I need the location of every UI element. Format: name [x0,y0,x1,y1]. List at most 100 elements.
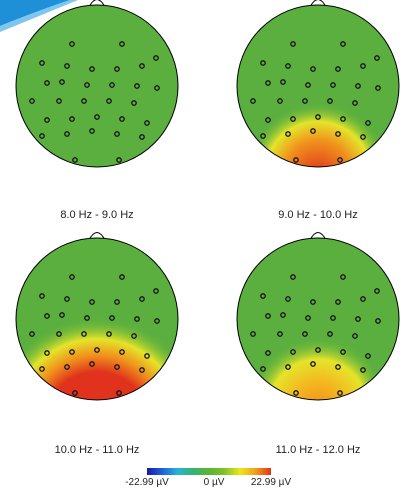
electrode-marker [44,350,50,356]
electrode-marker [153,55,159,61]
electrode-marker [330,315,336,321]
electrode-marker [89,128,95,134]
electrode-marker [39,133,45,139]
electrode-marker [144,353,150,359]
electrode-marker [119,274,125,280]
electrode-marker [327,98,333,104]
electrode-marker [374,55,380,61]
head-outline [15,4,179,168]
electrode-marker [154,85,160,91]
electrode-marker [335,131,341,137]
electrode-marker [352,333,358,339]
electrode-marker [293,157,299,163]
topomap-panel-4 [236,232,400,401]
electrode-marker [64,296,70,302]
electrode-marker [44,313,50,319]
panel-label-3: 10.0 Hz - 11.0 Hz [55,444,140,456]
topomap-panel-1 [15,0,179,168]
electrode-group [29,274,160,396]
electrode-marker [337,157,343,163]
colorbar-mid-label: 0 µV [204,477,225,488]
electrode-marker [134,83,140,89]
electrode-marker [89,66,95,72]
electrode-marker [114,66,120,72]
electrode-marker [290,349,296,355]
electrode-marker [290,116,296,122]
electrode-marker [293,390,299,396]
electrode-marker [134,316,140,322]
electrode-marker [265,350,271,356]
electrode-marker [116,157,122,163]
electrode-group [250,41,381,163]
electrode-marker [260,133,266,139]
electrode-marker [139,367,145,373]
electrode-marker [56,98,62,104]
electrode-group [29,41,160,163]
electrode-marker [109,82,115,88]
electrode-marker [131,333,137,339]
electrode-marker [109,315,115,321]
electrode-marker [290,274,296,280]
electrode-marker [69,349,75,355]
topomap-panel-2 [236,0,400,168]
activation-overlay [16,238,178,400]
panel-label-2: 9.0 Hz - 10.0 Hz [278,209,357,221]
electrode-marker [265,313,271,319]
electrode-marker [139,63,145,69]
electrode-marker [119,41,125,47]
electrode-marker [280,312,286,318]
electrode-marker [154,318,160,324]
electrode-marker [335,364,341,370]
electrode-marker [119,116,125,122]
electrode-marker [69,116,75,122]
electrode-marker [360,367,366,373]
electrode-marker [277,98,283,104]
electrode-marker [84,315,90,321]
electrode-marker [131,100,137,106]
electrode-marker [69,41,75,47]
electrode-marker [81,331,87,337]
electrode-marker [337,390,343,396]
electrode-marker [277,331,283,337]
electrode-marker [352,100,358,106]
electrode-marker [59,312,65,318]
electrode-marker [305,82,311,88]
electrode-marker [305,315,311,321]
electrode-marker [285,63,291,69]
electrode-marker [59,79,65,85]
electrode-marker [94,114,100,120]
activation-overlay [237,238,399,400]
electrode-marker [302,331,308,337]
electrode-marker [44,80,50,86]
electrode-marker [360,134,366,140]
electrode-marker [139,296,145,302]
electrode-marker [285,364,291,370]
electrode-marker [310,299,316,305]
electrode-marker [335,299,341,305]
colorbar-max-label: 22.99 µV [251,477,292,488]
electrode-marker [315,347,321,353]
electrode-marker [260,293,266,299]
electrode-marker [280,79,286,85]
electrode-marker [302,98,308,104]
electrode-marker [64,364,70,370]
electrode-marker [72,390,78,396]
electrode-marker [56,331,62,337]
electrode-marker [285,296,291,302]
electrode-marker [315,114,321,120]
electrode-marker [69,274,75,280]
electrode-marker [285,131,291,137]
electrode-marker [375,318,381,324]
electrode-marker [340,41,346,47]
electrode-marker [89,299,95,305]
electrode-marker [114,299,120,305]
electrode-marker [39,60,45,66]
electrode-marker [64,63,70,69]
electrode-marker [89,361,95,367]
electrode-marker [29,98,35,104]
electrode-marker [374,288,380,294]
electrode-marker [310,128,316,134]
electrode-marker [39,366,45,372]
electrode-marker [360,296,366,302]
